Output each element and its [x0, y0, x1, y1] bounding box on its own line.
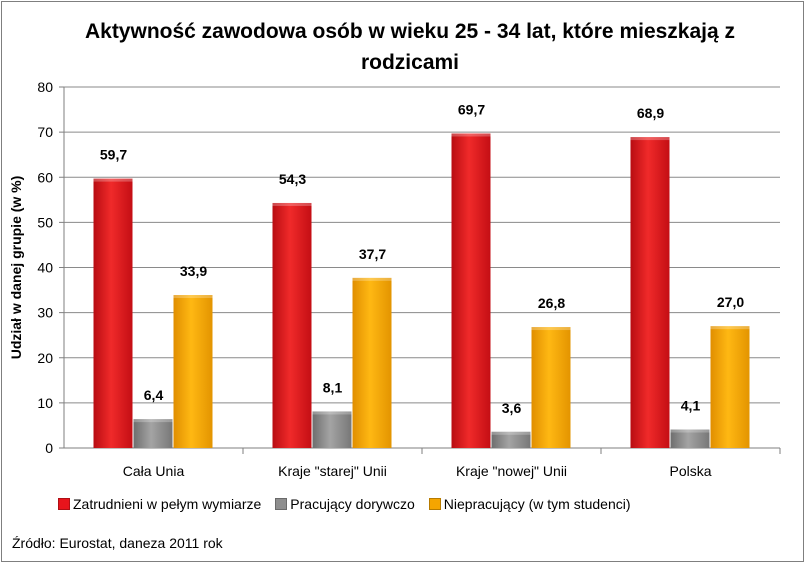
bar-0-3	[630, 137, 670, 448]
bar-1-0	[133, 419, 173, 448]
legend-item-not-working: Niepracujący (w tym studenci)	[428, 496, 631, 512]
bar-top-1-3	[670, 429, 710, 433]
data-label: 3,6	[502, 400, 522, 416]
y-axis-title: Udział w danej grupie (w %)	[8, 176, 24, 360]
x-tick-label: Kraje "nowej" Unii	[456, 463, 567, 479]
bar-1-3	[670, 429, 710, 448]
y-tick-label: 20	[37, 350, 53, 366]
bars	[93, 133, 750, 448]
legend-label-not-working: Niepracujący (w tym studenci)	[443, 496, 631, 512]
bar-top-2-0	[173, 295, 213, 299]
legend-item-casual: Pracujący dorywczo	[275, 496, 415, 512]
bar-top-1-1	[312, 411, 352, 415]
axes: 0 10 20 30 40 50 60 70 80 Udział w danej grupie (…	[8, 79, 781, 479]
legend-label-casual: Pracujący dorywczo	[290, 496, 415, 512]
y-tick-label: 40	[37, 260, 53, 276]
y-tick-label: 60	[37, 169, 53, 185]
x-tick-label: Cała Unia	[123, 463, 185, 479]
bar-top-0-1	[272, 202, 312, 206]
data-label: 26,8	[538, 295, 565, 311]
bar-2-3	[710, 326, 750, 448]
legend-label-employed: Zatrudnieni w pełym wymiarze	[73, 496, 262, 512]
y-tick-label: 50	[37, 214, 53, 230]
legend-swatch-employed	[58, 498, 70, 510]
data-label: 27,0	[717, 294, 744, 310]
legend-item-employed: Zatrudnieni w pełym wymiarze	[58, 496, 261, 512]
chart-title: Aktywność zawodowa osób w wieku 25 - 34 …	[84, 20, 736, 74]
data-label: 69,7	[458, 101, 485, 117]
legend-swatch-casual	[275, 498, 288, 510]
bar-top-0-3	[630, 137, 670, 141]
gridlines	[64, 86, 780, 404]
x-tick-label: Polska	[669, 463, 711, 479]
data-label: 6,4	[144, 387, 164, 403]
labels: 59,7 6,4 33,9 54,3 8,1 37,7 69,7 3,6 26,8 68,9 4,1…	[100, 101, 744, 415]
bar-top-2-1	[352, 277, 392, 281]
bar-2-0	[173, 295, 213, 448]
bar-1-2	[491, 431, 531, 448]
data-label: 8,1	[323, 379, 343, 395]
data-label: 4,1	[681, 397, 701, 413]
bar-1-1	[312, 411, 352, 448]
bar-top-0-2	[451, 133, 491, 137]
source-note: Źródło: Eurostat, daneza 2011 rok	[12, 535, 223, 551]
bar-0-1	[272, 202, 312, 448]
bar-0-2	[451, 133, 491, 448]
bar-top-1-0	[133, 419, 173, 423]
y-tick-label: 70	[37, 124, 53, 140]
data-label: 33,9	[180, 263, 207, 279]
bar-2-1	[352, 277, 392, 448]
data-label: 59,7	[100, 147, 127, 163]
bar-0-0	[93, 178, 133, 448]
legend-swatch-not-working	[428, 498, 441, 510]
bar-top-1-2	[491, 431, 531, 435]
bar-top-0-0	[93, 178, 133, 182]
bar-2-2	[531, 327, 571, 448]
y-tick-label: 10	[37, 395, 53, 411]
bar-top-2-2	[531, 327, 571, 331]
data-label: 54,3	[279, 171, 306, 187]
y-tick-label: 80	[37, 79, 53, 95]
y-tick-label: 0	[45, 440, 53, 456]
legend: Zatrudnieni w pełym wymiarze Pracujący d…	[58, 496, 645, 512]
bar-top-2-3	[710, 326, 750, 330]
data-label: 68,9	[637, 105, 664, 121]
x-tick-label: Kraje "starej" Unii	[278, 463, 387, 479]
data-label: 37,7	[359, 246, 386, 262]
y-tick-label: 30	[37, 305, 53, 321]
